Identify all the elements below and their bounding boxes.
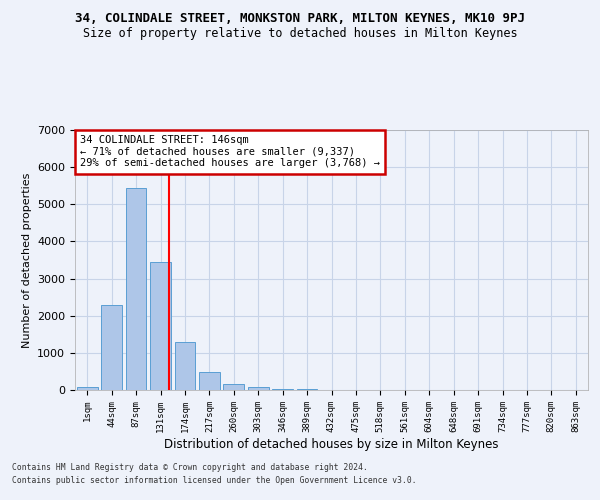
Y-axis label: Number of detached properties: Number of detached properties	[22, 172, 32, 348]
Text: 34, COLINDALE STREET, MONKSTON PARK, MILTON KEYNES, MK10 9PJ: 34, COLINDALE STREET, MONKSTON PARK, MIL…	[75, 12, 525, 26]
Text: Contains HM Land Registry data © Crown copyright and database right 2024.: Contains HM Land Registry data © Crown c…	[12, 462, 368, 471]
Bar	[248, 387, 269, 390]
Bar	[101, 304, 122, 390]
Bar	[150, 262, 171, 390]
Bar	[125, 188, 146, 390]
X-axis label: Distribution of detached houses by size in Milton Keynes: Distribution of detached houses by size …	[164, 438, 499, 450]
Text: Size of property relative to detached houses in Milton Keynes: Size of property relative to detached ho…	[83, 28, 517, 40]
Text: Contains public sector information licensed under the Open Government Licence v3: Contains public sector information licen…	[12, 476, 416, 485]
Bar	[77, 387, 98, 390]
Bar	[223, 384, 244, 390]
Text: 34 COLINDALE STREET: 146sqm
← 71% of detached houses are smaller (9,337)
29% of : 34 COLINDALE STREET: 146sqm ← 71% of det…	[80, 135, 380, 168]
Bar	[199, 372, 220, 390]
Bar	[272, 389, 293, 390]
Bar	[175, 342, 196, 390]
